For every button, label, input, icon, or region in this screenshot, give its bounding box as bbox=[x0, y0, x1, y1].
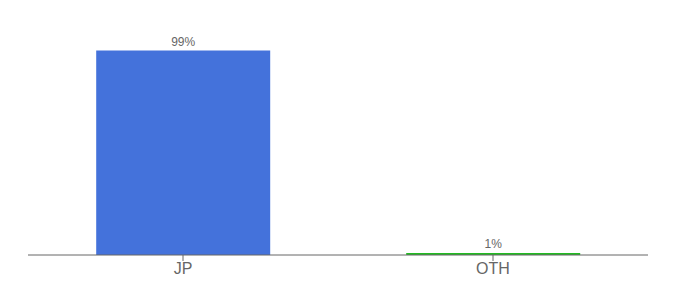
svg-text:1%: 1% bbox=[485, 237, 503, 251]
svg-text:JP: JP bbox=[174, 260, 193, 277]
svg-text:OTH: OTH bbox=[476, 260, 510, 277]
svg-text:99%: 99% bbox=[171, 35, 195, 49]
